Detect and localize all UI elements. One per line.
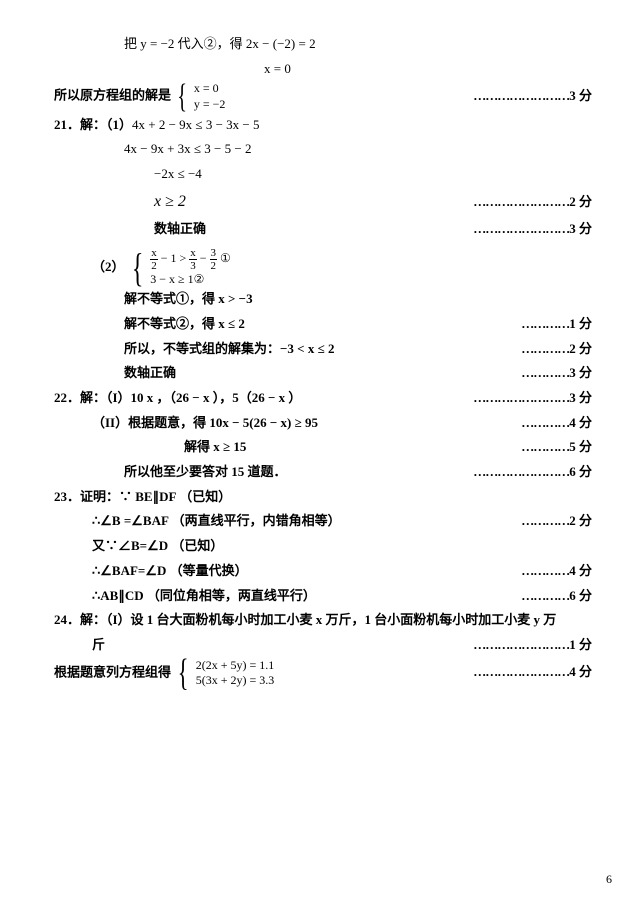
q21-2-step2: 解不等式②，得 x ≤ 2 1 分 [54,312,592,337]
q22-4: 所以他至少要答对 15 道题． 6 分 [54,460,592,485]
q21-step2: 4x − 9x + 3x ≤ 3 − 5 − 2 [54,137,592,162]
q24-1: 24．解：（I）设 1 台大面粉机每小时加工小麦 x 万斤，1 台小面粉机每小时… [54,608,592,633]
q23-4: ∴∠BAF=∠D （等量代换） 4 分 [54,559,592,584]
q21-2: （2） { x2 − 1 > x3 − 32 ① 3 − x ≥ 1② [54,248,592,288]
q22-1: 22．解：（I）10 x ，（26 − x ），5（26 − x ） 3 分 [54,386,592,411]
line-sub-y: 把 y = −2 代入②，得 2x − (−2) = 2 [54,32,592,57]
q23-2: ∴∠B =∠BAF （两直线平行，内错角相等） 2 分 [54,509,592,534]
q21-axis: 数轴正确 3 分 [54,217,592,242]
q22-3: 解得 x ≥ 15 5 分 [54,435,592,460]
page: 把 y = −2 代入②，得 2x − (−2) = 2 x = 0 所以原方程… [0,0,640,905]
q21-result: x ≥ 2 2 分 [54,187,592,217]
q23-3: 又∵∠B=∠D （已知） [54,534,592,559]
q23-1: 23．证明：∵ BE∥DF （已知） [54,485,592,510]
q23-5: ∴AB∥CD （同位角相等，两直线平行） 6 分 [54,584,592,609]
q21-2-step1: 解不等式①，得 x > −3 [54,287,592,312]
q24-2: 斤 1 分 [54,633,592,658]
q21-head: 21．解：（1）4x + 2 − 9x ≤ 3 − 3x − 5 [54,113,592,138]
q21-step3: −2x ≤ −4 [54,162,592,187]
q21-2-step3: 所以，不等式组的解集为：−3 < x ≤ 2 2 分 [54,337,592,362]
line-x0: x = 0 [54,57,592,82]
page-number: 6 [606,868,612,891]
q21-2-axis: 数轴正确 3 分 [54,361,592,386]
line-solution-set: 所以原方程组的解是 { x = 0 y = −2 3 分 [54,81,592,112]
q24-3: 根据题意列方程组得 { 2(2x + 5y) = 1.1 5(3x + 2y) … [54,658,592,689]
q22-2: （II）根据题意，得 10x − 5(26 − x) ≥ 95 4 分 [54,411,592,436]
